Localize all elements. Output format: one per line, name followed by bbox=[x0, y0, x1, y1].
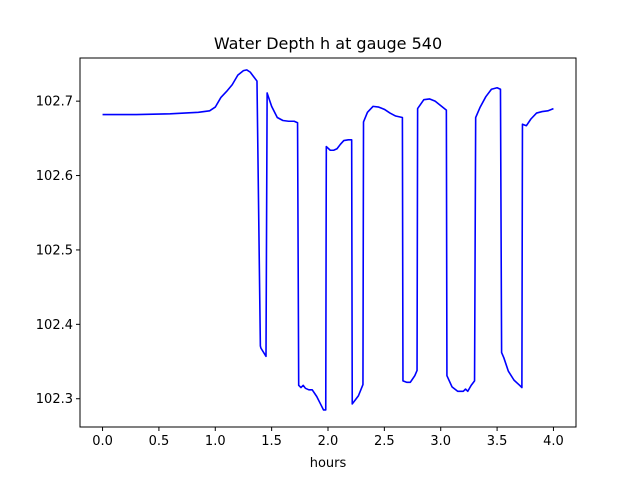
y-axis: 102.3 102.4 102.5 102.6 102.7 bbox=[36, 95, 80, 407]
x-tick-label: 0.0 bbox=[92, 434, 113, 449]
x-tick-label: 2.5 bbox=[374, 434, 395, 449]
y-tick-label: 102.4 bbox=[36, 318, 73, 333]
x-tick-label: 3.0 bbox=[430, 434, 451, 449]
y-tick-label: 102.6 bbox=[36, 169, 73, 184]
x-tick-label: 4.0 bbox=[543, 434, 564, 449]
x-tick-label: 1.0 bbox=[205, 434, 226, 449]
x-axis-label: hours bbox=[310, 456, 347, 471]
y-tick-label: 102.3 bbox=[36, 392, 73, 407]
x-tick-label: 3.5 bbox=[487, 434, 508, 449]
chart-title: Water Depth h at gauge 540 bbox=[214, 34, 442, 53]
x-tick-label: 1.5 bbox=[261, 434, 282, 449]
series-layer bbox=[102, 69, 554, 411]
x-tick-label: 0.5 bbox=[149, 434, 170, 449]
series-line-0 bbox=[102, 69, 554, 411]
x-axis: 0.0 0.5 1.0 1.5 2.0 2.5 3.0 3.5 4.0 bbox=[92, 427, 564, 449]
x-tick-label: 2.0 bbox=[318, 434, 339, 449]
y-tick-label: 102.5 bbox=[36, 243, 73, 258]
y-tick-label: 102.7 bbox=[36, 95, 73, 110]
